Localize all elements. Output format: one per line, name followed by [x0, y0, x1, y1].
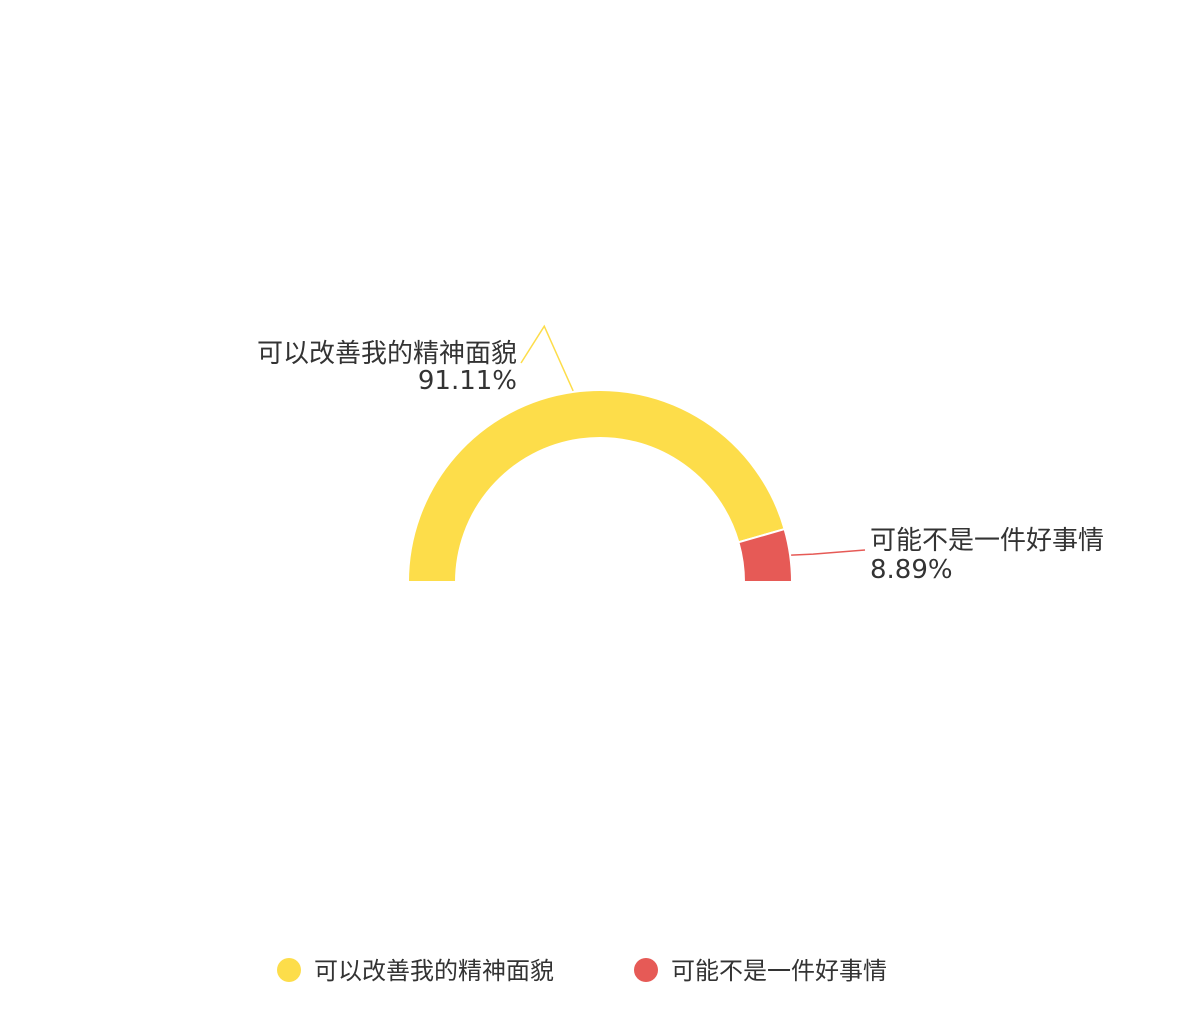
- legend-marker-maybe-not-good: [634, 958, 658, 982]
- slice-improve-spirit[interactable]: [406, 389, 786, 583]
- slice-maybe-not-good[interactable]: [737, 527, 794, 583]
- slice-labels: 可以改善我的精神面貌 91.11% 可能不是一件好事情 8.89%: [257, 324, 1104, 585]
- slices: [406, 389, 794, 583]
- label-improve-spirit-name: 可以改善我的精神面貌: [257, 339, 517, 369]
- legend-item-maybe-not-good[interactable]: 可能不是一件好事情: [634, 957, 887, 985]
- legend: 可以改善我的精神面貌 可能不是一件好事情: [277, 957, 887, 985]
- leader-line-maybe-not-good: [791, 549, 866, 556]
- leader-line-improve-spirit: [520, 324, 574, 392]
- label-maybe-not-good-percent: 8.89%: [870, 555, 953, 585]
- label-improve-spirit-percent: 91.11%: [418, 366, 517, 396]
- legend-marker-improve-spirit: [277, 958, 301, 982]
- legend-label-maybe-not-good: 可能不是一件好事情: [671, 957, 887, 985]
- label-maybe-not-good-name: 可能不是一件好事情: [870, 526, 1104, 556]
- legend-item-improve-spirit[interactable]: 可以改善我的精神面貌: [277, 957, 554, 985]
- legend-label-improve-spirit: 可以改善我的精神面貌: [314, 957, 554, 985]
